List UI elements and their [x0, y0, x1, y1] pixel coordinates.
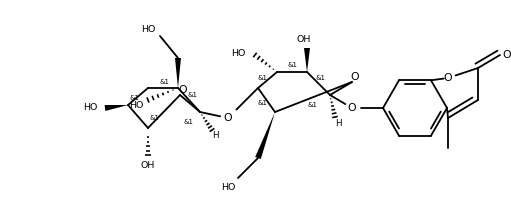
Text: &1: &1	[258, 100, 268, 106]
Polygon shape	[255, 112, 275, 159]
Text: O: O	[503, 50, 511, 60]
Text: HO: HO	[230, 49, 245, 58]
Text: HO: HO	[129, 102, 143, 110]
Text: OH: OH	[297, 36, 311, 44]
Text: &1: &1	[315, 75, 325, 81]
Polygon shape	[105, 105, 128, 111]
Text: &1: &1	[187, 92, 197, 98]
Text: &1: &1	[150, 115, 160, 121]
Text: &1: &1	[160, 79, 170, 85]
Polygon shape	[175, 58, 181, 88]
Polygon shape	[304, 48, 310, 72]
Text: O: O	[179, 85, 188, 95]
Text: &1: &1	[308, 102, 318, 108]
Text: HO: HO	[84, 104, 98, 112]
Text: &1: &1	[130, 95, 140, 101]
Text: O: O	[444, 73, 452, 83]
Text: OH: OH	[141, 161, 155, 169]
Text: &1: &1	[258, 75, 268, 81]
Text: HO: HO	[221, 182, 235, 191]
Text: O: O	[351, 72, 359, 82]
Text: H: H	[212, 130, 218, 140]
Text: &1: &1	[183, 119, 193, 125]
Text: HO: HO	[141, 25, 155, 33]
Text: O: O	[224, 113, 233, 123]
Text: &1: &1	[287, 62, 297, 68]
Text: H: H	[335, 118, 341, 128]
Text: O: O	[347, 103, 356, 113]
